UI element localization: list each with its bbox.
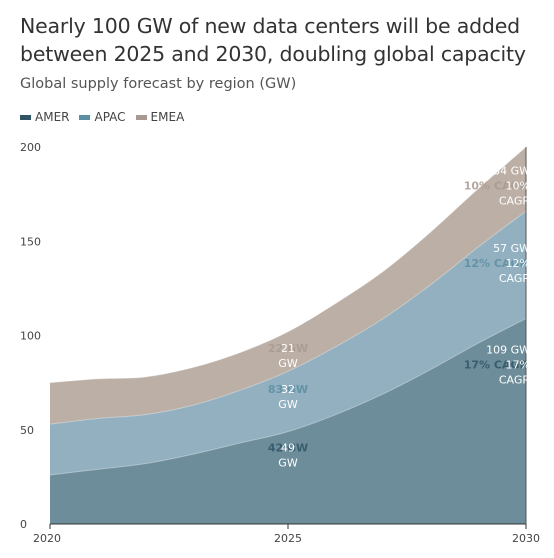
annotation-2030-value-apac: 57 GW [493,242,530,255]
annotation-2030-value-emea: 34 GW [493,165,530,178]
legend-label-amer: AMER [35,110,70,124]
area-edge-amer [49,318,527,476]
annotation-2030-value-amer: 109 GW [486,344,530,357]
annotation-2025-under-apac: 83 GW [268,383,308,396]
annotation-2025-unit-apac: GW [278,398,298,411]
y-tick-label-0: 0 [20,518,27,531]
legend-swatch-emea [135,114,147,120]
legend-label-emea: EMEA [150,110,185,124]
area-amer [50,318,526,524]
chart-title-line-1: Nearly 100 GW of new data centers will b… [20,14,520,38]
chart-title: Nearly 100 GW of new data centers will b… [20,12,540,68]
y-tick-label-100: 100 [20,330,41,343]
legend-item-emea: EMEA [135,110,185,124]
annotation-2030-cagr-word-apac: CAGR [499,272,531,285]
annotation-2030-cagr-pct-amer: 17% [506,359,530,372]
x-tick-label-2020: 2020 [33,532,61,545]
annotation-2025-value-amer: 49 [281,442,295,455]
annotation-2025-unit-emea: GW [278,357,298,370]
annotation-2030-cagr-under-apac: 12% CAGR [464,257,529,270]
legend-label-apac: APAC [94,110,126,124]
annotation-2025-value-emea: 21 [281,342,295,355]
legend-swatch-amer [20,114,31,120]
annotation-2025-under-amer: 42 GW [268,442,308,455]
area-edge-emea [49,146,527,384]
chart-subtitle: Global supply forecast by region (GW) [20,76,297,92]
annotation-2030-cagr-pct-emea: 10% [506,180,530,193]
annotation-2025-unit-amer: GW [278,457,298,470]
y-tick-label-200: 200 [20,141,41,154]
legend-item-amer: AMER [20,110,69,124]
x-tick-label-2025: 2025 [274,532,302,545]
annotation-2030-cagr-word-emea: CAGR [499,195,531,208]
x-tick-label-2030: 2030 [512,532,540,545]
annotation-2025-under-emea: 22 GW [268,342,308,355]
y-tick-label-150: 150 [20,235,41,248]
annotation-2030-cagr-under-amer: 17% CAGR [464,359,529,372]
annotation-2030-cagr-word-amer: CAGR [499,374,531,387]
area-edge-apac [49,210,527,425]
annotation-2025-value-apac: 32 [281,383,295,396]
y-tick-label-50: 50 [20,424,34,437]
legend-swatch-apac [79,114,91,120]
annotation-2030-cagr-under-emea: 10% CAGR [464,180,529,193]
chart-legend: AMER APAC EMEA [20,110,184,124]
legend-item-apac: APAC [79,110,126,124]
chart-title-line-2: between 2025 and 2030, doubling global c… [20,42,526,66]
annotation-2030-cagr-pct-apac: 12% [506,257,530,270]
